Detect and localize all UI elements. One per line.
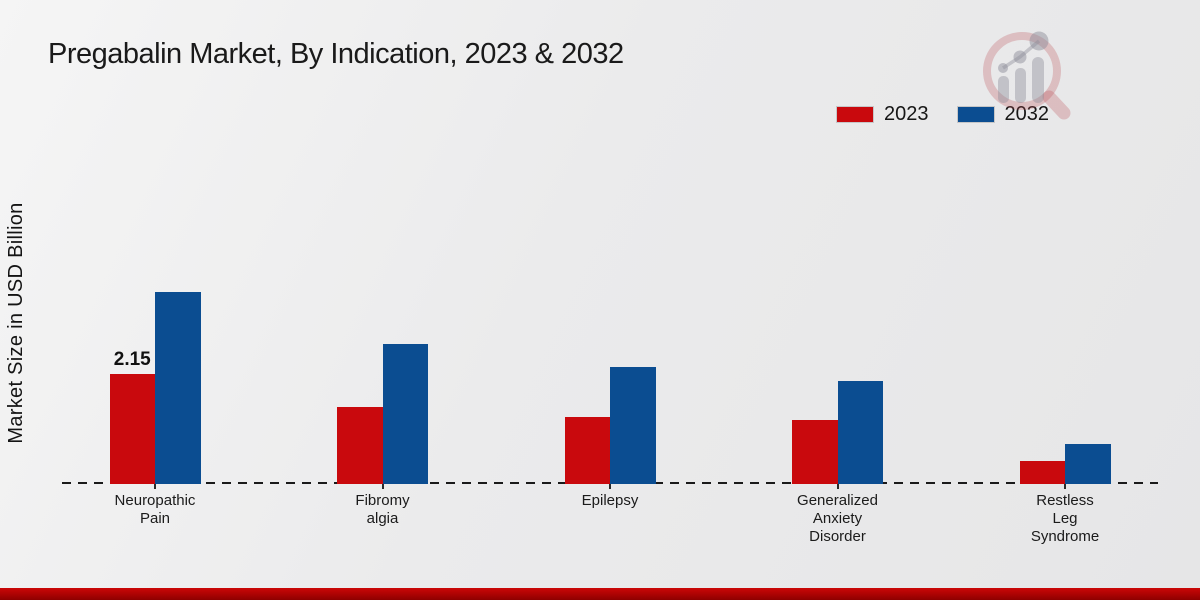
bar-2023-1 — [337, 407, 383, 484]
category-label: Fibromy algia — [355, 492, 410, 527]
bar-value-label: 2.15 — [113, 349, 151, 370]
category-label: Restless Leg Syndrome — [1030, 492, 1100, 545]
bar-2023-4 — [1019, 461, 1065, 484]
chart-title: Pregabalin Market, By Indication, 2023 &… — [48, 38, 624, 70]
legend-item-2032: 2032 — [957, 103, 1050, 126]
bar-2023-2 — [564, 416, 610, 484]
magnifier-barchart-logo-icon — [983, 31, 1071, 120]
x-axis-tick — [1064, 484, 1066, 489]
legend-label-2023: 2023 — [884, 103, 929, 125]
bar-2032-3 — [837, 380, 883, 484]
legend-swatch-2032 — [957, 107, 994, 122]
bar-2023-3 — [792, 420, 838, 484]
footer-accent-bar — [0, 588, 1200, 600]
legend: 2023 2032 — [837, 103, 1049, 126]
bar-2032-1 — [382, 344, 428, 484]
x-axis-tick — [609, 484, 611, 489]
legend-item-2023: 2023 — [837, 103, 929, 126]
category-label: Epilepsy — [581, 492, 639, 509]
bar-2032-4 — [1065, 444, 1111, 484]
x-axis-tick — [836, 484, 839, 489]
x-axis-tick — [381, 484, 384, 489]
bar-2032-2 — [610, 367, 656, 484]
legend-label-2032: 2032 — [1004, 103, 1050, 125]
category-label: Neuropathic Pain — [114, 492, 196, 527]
x-axis-tick — [154, 484, 156, 489]
bar-2032-0 — [155, 292, 201, 484]
legend-swatch-2023 — [837, 107, 873, 122]
bar-2023-0 — [109, 374, 155, 484]
category-label: Generalized Anxiety Disorder — [797, 492, 878, 545]
